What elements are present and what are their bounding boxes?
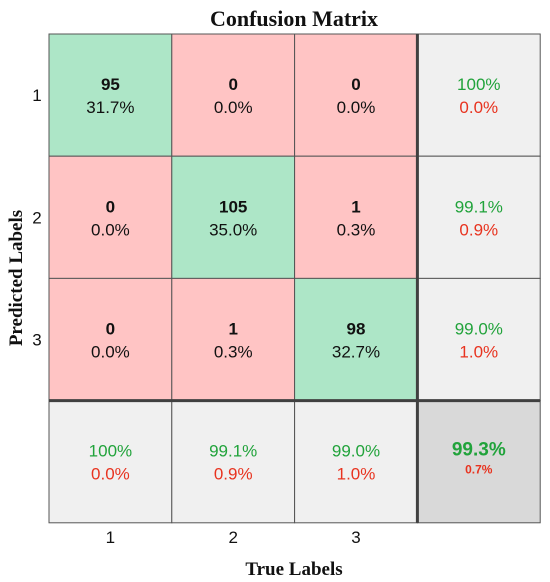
x-tick-label: 2 [228,528,237,547]
cell-count: 0 [106,320,115,339]
row-summary-incorrect: 1.0% [459,343,498,362]
chart-title: Confusion Matrix [210,6,378,31]
y-tick-label: 2 [32,208,41,227]
col-summary-correct: 99.0% [332,442,380,461]
row-summary-correct: 100% [457,75,500,94]
row-summary-cell [416,33,541,157]
cell-count: 105 [219,197,247,216]
matrix-cells [48,33,541,524]
matrix-cell [294,33,418,157]
matrix-cell [48,33,173,157]
row-summary-correct: 99.1% [455,197,503,216]
matrix-cell [171,277,296,402]
col-summary-cell [171,400,296,524]
row-summary-cell [416,155,541,279]
row-summary-cell [416,277,541,402]
y-axis-label: Predicted Labels [6,210,27,346]
cell-count: 98 [347,320,366,339]
col-summary-incorrect: 0.0% [91,465,130,484]
cell-percent: 0.0% [91,343,130,362]
x-tick-label: 3 [351,528,360,547]
cell-percent: 0.3% [337,220,376,239]
matrix-cell [294,277,418,402]
matrix-cell [171,33,296,157]
cell-percent: 0.3% [214,343,253,362]
x-tick-label: 1 [106,528,115,547]
col-summary-correct: 99.1% [209,442,257,461]
y-tick-label: 3 [32,331,41,350]
matrix-cell [48,277,173,402]
row-summary-incorrect: 0.9% [459,220,498,239]
cell-percent: 0.0% [91,220,130,239]
col-summary-cell [294,400,418,524]
y-tick-label: 1 [32,86,41,105]
cell-percent: 31.7% [86,98,134,117]
row-summary-correct: 99.0% [455,320,503,339]
col-summary-cell [48,400,173,524]
cell-percent: 0.0% [214,98,253,117]
cell-count: 0 [106,197,115,216]
col-summary-incorrect: 0.9% [214,465,253,484]
matrix-cell [294,155,418,279]
cell-count: 0 [228,75,237,94]
cell-count: 1 [351,197,360,216]
cell-count: 95 [101,75,120,94]
matrix-cell [48,155,173,279]
matrix-labels: 9531.7%00.0%00.0%100%0.0%00.0%10535.0%10… [32,75,506,547]
row-summary-incorrect: 0.0% [459,98,498,117]
col-summary-correct: 100% [89,442,132,461]
x-axis-label: True Labels [245,559,342,580]
matrix-cell [171,155,296,279]
col-summary-incorrect: 1.0% [337,465,376,484]
overall-accuracy-cell [416,400,541,524]
cell-percent: 0.0% [337,98,376,117]
cell-count: 0 [351,75,360,94]
cell-count: 1 [228,320,237,339]
cell-percent: 32.7% [332,343,380,362]
overall-incorrect: 0.7% [465,463,493,477]
cell-percent: 35.0% [209,220,257,239]
overall-correct: 99.3% [452,440,506,461]
